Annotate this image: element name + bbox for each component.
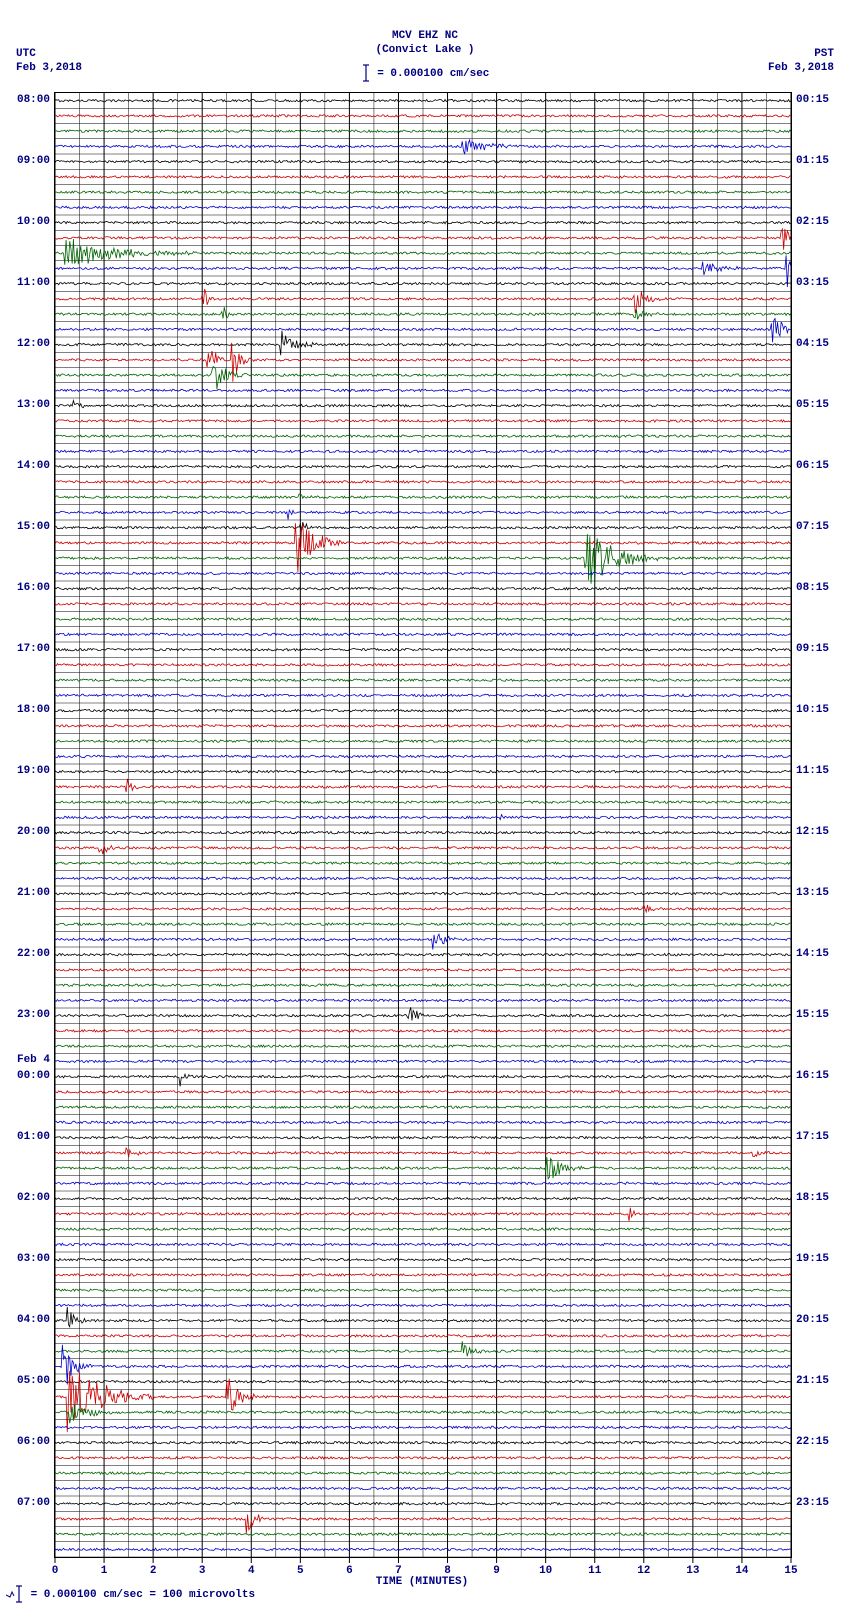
page-root: UTC Feb 3,2018 PST Feb 3,2018 MCV EHZ NC… xyxy=(0,0,850,1613)
utc-label: 01:00 xyxy=(17,1131,50,1143)
utc-label: 20:00 xyxy=(17,826,50,838)
pst-label: 12:15 xyxy=(796,826,829,838)
utc-label: 15:00 xyxy=(17,521,50,533)
pst-label: 10:15 xyxy=(796,704,829,716)
pst-label: 18:15 xyxy=(796,1192,829,1204)
footer-scale: = 0.000100 cm/sec = 100 microvolts xyxy=(6,1585,255,1603)
pst-label: 15:15 xyxy=(796,1009,829,1021)
pst-label: 03:15 xyxy=(796,277,829,289)
utc-label: 12:00 xyxy=(17,338,50,350)
utc-label: 03:00 xyxy=(17,1253,50,1265)
pst-label: 08:15 xyxy=(796,582,829,594)
pst-label: 06:15 xyxy=(796,460,829,472)
pst-label: 19:15 xyxy=(796,1253,829,1265)
pst-label: 14:15 xyxy=(796,948,829,960)
utc-label: 00:00 xyxy=(17,1070,50,1082)
utc-label: 07:00 xyxy=(17,1497,50,1509)
utc-label: 16:00 xyxy=(17,582,50,594)
pst-label: 23:15 xyxy=(796,1497,829,1509)
pst-label: 17:15 xyxy=(796,1131,829,1143)
pst-label: 02:15 xyxy=(796,216,829,228)
utc-label: 02:00 xyxy=(17,1192,50,1204)
utc-label: 09:00 xyxy=(17,155,50,167)
utc-label: 18:00 xyxy=(17,704,50,716)
pst-label: 16:15 xyxy=(796,1070,829,1082)
pst-label: 22:15 xyxy=(796,1436,829,1448)
utc-label: 06:00 xyxy=(17,1436,50,1448)
pst-label: 04:15 xyxy=(796,338,829,350)
station-label: MCV EHZ NC xyxy=(0,30,850,42)
utc-label: Feb 4 xyxy=(17,1054,50,1066)
pst-label: 05:15 xyxy=(796,399,829,411)
utc-label: 17:00 xyxy=(17,643,50,655)
scale-bar-icon xyxy=(361,64,371,82)
pst-label: 07:15 xyxy=(796,521,829,533)
utc-label: 08:00 xyxy=(17,94,50,106)
utc-label: 14:00 xyxy=(17,460,50,472)
seismogram-plot: 0123456789101112131415 xyxy=(54,92,792,1558)
pst-label: 21:15 xyxy=(796,1375,829,1387)
footer-text: = 0.000100 cm/sec = 100 microvolts xyxy=(31,1589,255,1601)
pst-label: 09:15 xyxy=(796,643,829,655)
pst-label: 00:15 xyxy=(796,94,829,106)
utc-label: 10:00 xyxy=(17,216,50,228)
utc-label: 11:00 xyxy=(17,277,50,289)
pst-label: 11:15 xyxy=(796,765,829,777)
scale-label: = 0.000100 cm/sec xyxy=(0,64,850,82)
scale-bar-icon xyxy=(6,1585,24,1603)
utc-label: 21:00 xyxy=(17,887,50,899)
pst-label: 13:15 xyxy=(796,887,829,899)
pst-label: 01:15 xyxy=(796,155,829,167)
utc-label: 13:00 xyxy=(17,399,50,411)
utc-label: 23:00 xyxy=(17,1009,50,1021)
utc-label: 05:00 xyxy=(17,1375,50,1387)
utc-label: 04:00 xyxy=(17,1314,50,1326)
scale-text: = 0.000100 cm/sec xyxy=(377,68,489,80)
utc-label: 19:00 xyxy=(17,765,50,777)
pst-label: 20:15 xyxy=(796,1314,829,1326)
utc-label: 22:00 xyxy=(17,948,50,960)
location-label: (Convict Lake ) xyxy=(0,44,850,56)
